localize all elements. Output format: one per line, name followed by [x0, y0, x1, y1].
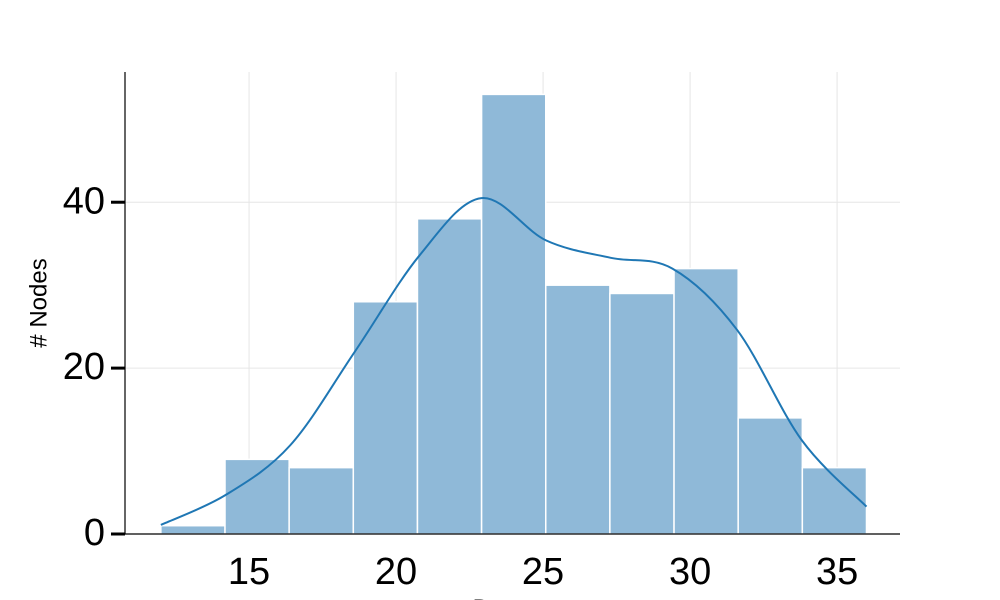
bar — [160, 524, 226, 535]
bar — [224, 458, 290, 535]
bar — [480, 93, 547, 535]
x-tick-label: 20 — [375, 551, 417, 593]
bar — [544, 284, 611, 535]
y-tick-label: 20 — [63, 346, 105, 388]
x-tick-label: 25 — [522, 551, 564, 593]
x-tick-label: 30 — [669, 551, 711, 593]
bar — [609, 292, 675, 535]
x-tick-label: 15 — [228, 551, 270, 593]
bar — [737, 417, 804, 535]
y-tick-label: 0 — [84, 512, 105, 554]
kde-line — [160, 197, 868, 526]
bar — [416, 218, 483, 535]
bar — [801, 466, 868, 535]
x-axis-label: Degree — [473, 595, 552, 600]
bar — [673, 267, 739, 535]
bar — [288, 466, 355, 535]
bar — [352, 301, 419, 535]
x-tick-label: 35 — [816, 551, 858, 593]
y-axis-label: # Nodes — [25, 258, 52, 347]
y-tick-label: 40 — [63, 180, 105, 222]
